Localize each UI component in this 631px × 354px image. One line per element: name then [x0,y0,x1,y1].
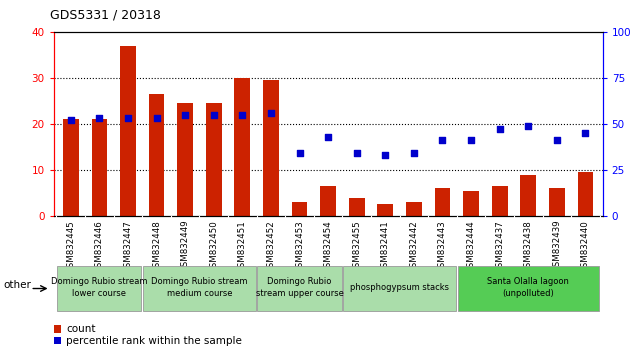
Text: GSM832437: GSM832437 [495,220,504,273]
Bar [206,103,221,216]
Bar [235,78,251,216]
Point [581,130,591,136]
Text: GSM832454: GSM832454 [324,220,333,273]
Bar [406,202,422,216]
Bar [435,188,451,216]
Text: GSM832438: GSM832438 [524,220,533,273]
FancyBboxPatch shape [343,266,456,311]
Bar [492,186,507,216]
Point [209,112,219,118]
Point [437,138,447,143]
Point [66,118,76,123]
Bar [549,188,565,216]
Text: GSM832440: GSM832440 [581,220,590,273]
Text: GSM832449: GSM832449 [180,220,190,272]
Text: GSM832453: GSM832453 [295,220,304,273]
Bar [149,94,165,216]
Point [495,127,505,132]
Point [551,138,562,143]
Text: percentile rank within the sample: percentile rank within the sample [66,336,242,346]
Point [466,138,476,143]
Bar [349,198,365,216]
FancyBboxPatch shape [257,266,341,311]
Bar [577,172,593,216]
Text: Domingo Rubio
stream upper course: Domingo Rubio stream upper course [256,278,343,298]
Point [409,150,419,156]
Text: Domingo Rubio stream
medium course: Domingo Rubio stream medium course [151,278,248,298]
FancyBboxPatch shape [457,266,599,311]
Bar [263,80,279,216]
Point [266,110,276,116]
Bar [63,119,79,216]
Bar [521,175,536,216]
Point [323,134,333,139]
Point [151,115,162,121]
Bar [463,190,479,216]
Text: GSM832441: GSM832441 [380,220,390,273]
Text: count: count [66,324,96,334]
Text: GSM832442: GSM832442 [410,220,418,273]
Text: GSM832445: GSM832445 [66,220,75,273]
FancyBboxPatch shape [143,266,256,311]
Point [295,150,305,156]
Text: GSM832443: GSM832443 [438,220,447,273]
Text: GSM832448: GSM832448 [152,220,161,273]
Text: GSM832451: GSM832451 [238,220,247,273]
Text: GSM832439: GSM832439 [552,220,562,272]
Bar [177,103,193,216]
Text: GSM832444: GSM832444 [466,220,476,273]
Text: GSM832455: GSM832455 [352,220,361,273]
Bar [377,205,393,216]
Bar [292,202,307,216]
Text: GSM832450: GSM832450 [209,220,218,273]
Text: other: other [3,280,31,290]
Point [380,152,391,158]
Text: GDS5331 / 20318: GDS5331 / 20318 [50,9,162,22]
Point [123,115,133,121]
Point [237,112,247,118]
Bar [120,46,136,216]
Text: Domingo Rubio stream
lower course: Domingo Rubio stream lower course [51,278,148,298]
Point [523,123,533,129]
FancyBboxPatch shape [57,266,141,311]
Text: GSM832446: GSM832446 [95,220,104,273]
Text: GSM832452: GSM832452 [266,220,276,273]
Point [95,115,105,121]
Text: phosphogypsum stacks: phosphogypsum stacks [350,283,449,292]
Point [180,112,190,118]
Bar [321,186,336,216]
Bar [91,119,107,216]
Text: Santa Olalla lagoon
(unpolluted): Santa Olalla lagoon (unpolluted) [487,278,569,298]
Point [351,150,362,156]
Text: GSM832447: GSM832447 [124,220,133,273]
